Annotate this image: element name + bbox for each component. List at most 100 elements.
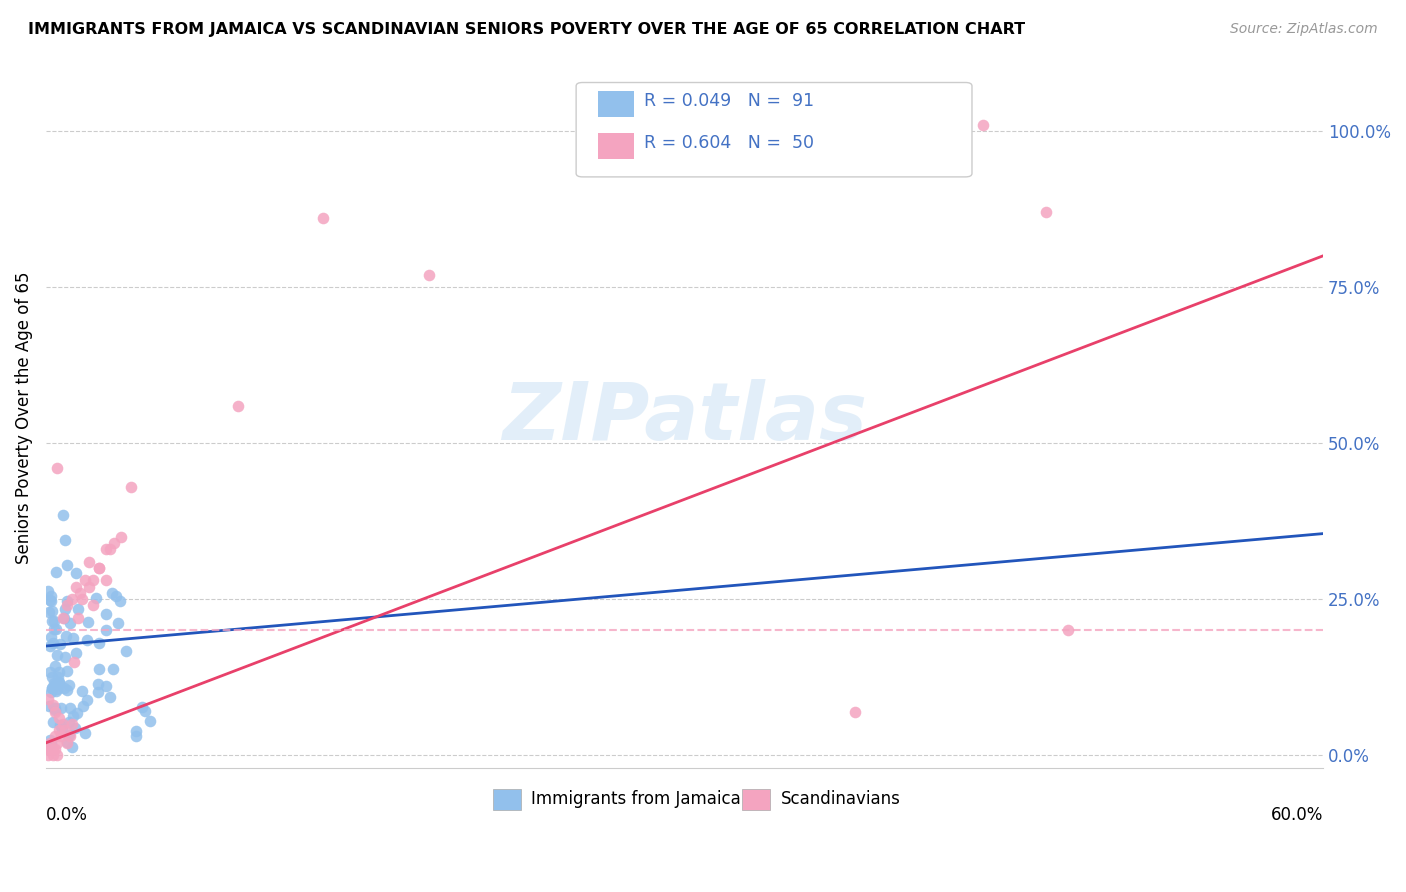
Point (44, 700, 66, 714)
Point (37, 742, 59, 756)
Point (44, 659, 66, 673)
Point (58, 714, 80, 729)
Point (41, 604, 63, 618)
Point (60, 592, 83, 607)
Point (46, 670, 69, 684)
Point (73, 574, 96, 588)
Point (63, 655, 86, 669)
Point (48, 665, 70, 680)
Point (89, 561, 111, 575)
Point (125, 724, 148, 739)
Point (42, 622, 65, 636)
Text: Scandinavians: Scandinavians (780, 790, 900, 808)
Point (48, 711, 70, 725)
Point (55, 629, 77, 643)
Point (84, 591, 107, 605)
Point (62, 631, 84, 645)
Point (59, 700, 82, 714)
Point (96, 624, 118, 638)
Point (39, 736, 62, 750)
Point (45, 461, 67, 475)
Point (62, 708, 84, 723)
Point (41, 714, 63, 729)
Point (87, 685, 110, 699)
FancyBboxPatch shape (576, 82, 972, 177)
Point (39, 742, 62, 756)
Point (39, 736, 62, 750)
Point (94, 542, 117, 557)
Point (72, 698, 94, 713)
Point (51, 722, 73, 736)
Text: ZIPatlas: ZIPatlas (502, 379, 868, 457)
Point (52, 681, 75, 695)
Point (82, 574, 104, 588)
Point (44, 684, 66, 698)
Point (65, 580, 87, 594)
Point (44, 614, 66, 628)
Point (69, 586, 91, 600)
Point (60, 740, 83, 755)
Point (38, 605, 60, 619)
Point (41, 589, 63, 603)
Point (41, 670, 63, 684)
Point (131, 700, 153, 714)
Point (134, 704, 156, 718)
Point (53, 723, 76, 738)
Point (41, 748, 63, 763)
Point (52, 611, 75, 625)
Point (38, 732, 60, 747)
Point (48, 723, 70, 738)
Bar (598, 91, 634, 118)
Point (56, 735, 79, 749)
Point (76, 633, 98, 648)
Point (44, 742, 66, 756)
Point (44, 703, 66, 717)
Point (45, 736, 67, 750)
Point (77, 615, 100, 630)
Point (39, 639, 62, 653)
Point (53, 650, 76, 665)
Point (48, 717, 70, 731)
Point (52, 611, 75, 625)
Point (41, 681, 63, 695)
Point (49, 730, 72, 744)
Point (48, 674, 70, 689)
Point (48, 676, 70, 690)
Point (52, 717, 75, 731)
Point (104, 589, 127, 603)
Point (38, 698, 60, 713)
Point (138, 714, 160, 729)
Bar (742, 789, 770, 810)
Y-axis label: Seniors Poverty Over the Age of 65: Seniors Poverty Over the Age of 65 (15, 272, 32, 565)
Point (73, 725, 96, 739)
Point (39, 593, 62, 607)
Point (53, 533, 76, 547)
Point (39, 665, 62, 679)
Point (60, 717, 83, 731)
Point (94, 574, 117, 588)
Point (114, 644, 136, 658)
Point (418, 268, 440, 282)
Point (59, 616, 82, 631)
Point (110, 530, 132, 544)
Point (56, 736, 79, 750)
Point (44, 678, 66, 692)
Bar (598, 133, 634, 160)
Point (70, 684, 93, 698)
Point (98, 542, 121, 557)
Point (44, 705, 66, 719)
Point (55, 602, 77, 616)
Point (41, 681, 63, 695)
Point (89, 636, 111, 650)
Point (42, 636, 65, 650)
Text: Immigrants from Jamaica: Immigrants from Jamaica (531, 790, 741, 808)
Point (42, 701, 65, 715)
Point (89, 561, 111, 575)
Point (76, 693, 98, 707)
Point (110, 593, 132, 607)
Point (56, 558, 79, 572)
Point (844, 705, 866, 719)
Point (56, 599, 79, 613)
Point (94, 607, 117, 622)
Point (1035, 205, 1057, 219)
